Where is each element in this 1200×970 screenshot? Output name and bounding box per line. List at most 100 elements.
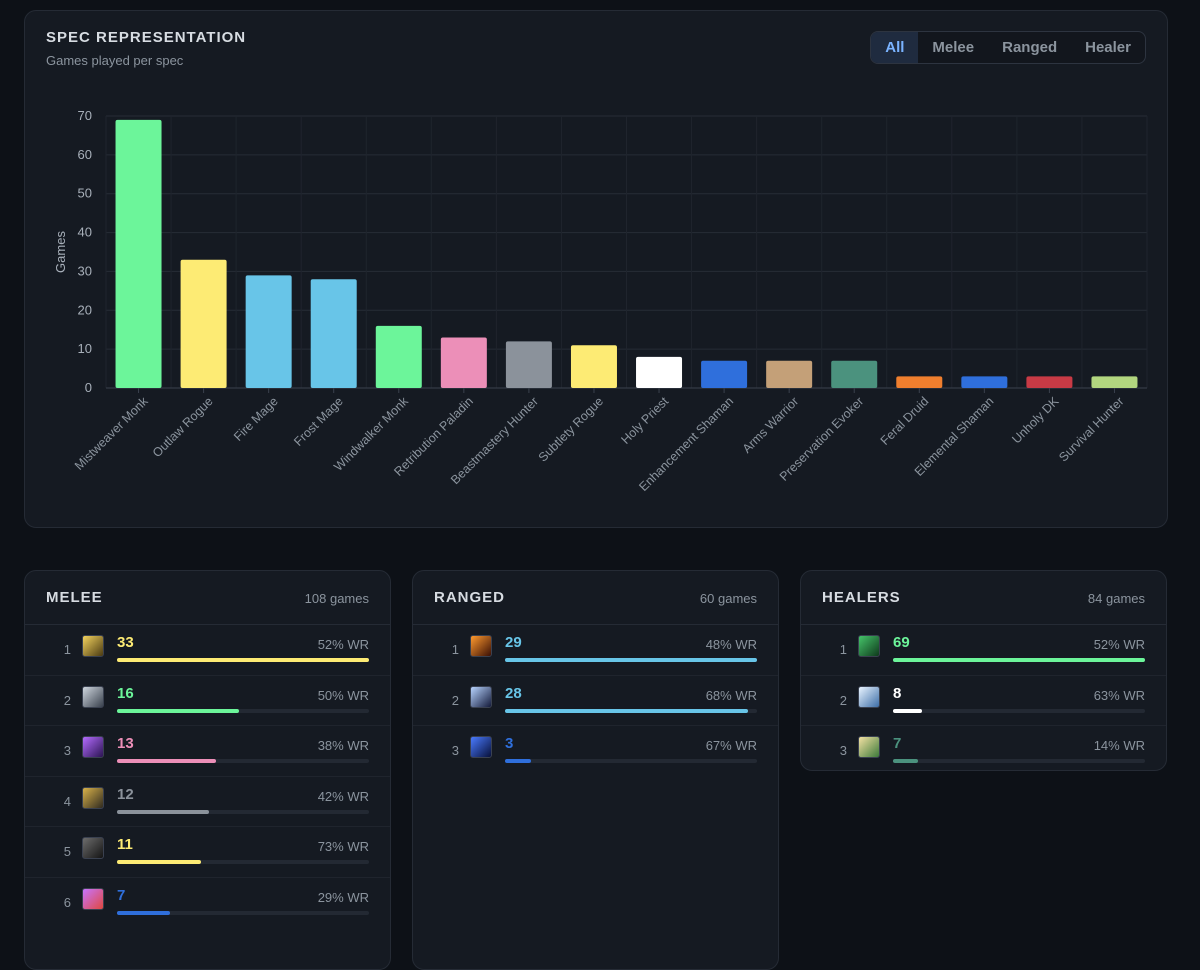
games-value: 13 [117,735,134,752]
ranged-games-count: 60 games [699,591,757,606]
spec-row[interactable]: 5 11 73% WR [25,827,390,878]
win-rate: 50% WR [317,687,369,703]
filter-healer-button[interactable]: Healer [1085,39,1131,56]
games-bar-track [117,708,369,713]
melee-games-count: 108 games [304,591,369,606]
elemental-shaman-icon [470,736,492,758]
y-tick-label: 70 [78,108,92,123]
games-value: 16 [117,684,134,702]
games-value: 3 [505,735,514,752]
bar-preservation-evoker [831,360,878,388]
spec-row[interactable]: 1 33 52% WR [25,625,390,676]
rank-number: 4 [63,793,71,809]
spec-row[interactable]: 1 29 48% WR [413,625,778,676]
retribution-paladin-icon [82,736,104,758]
rank-number: 1 [839,642,847,657]
bar-frost-mage [310,279,357,388]
x-tick-label: Frost Mage [291,394,346,449]
games-bar-fill [117,860,201,864]
y-tick-label: 0 [85,380,92,395]
beastmastery-hunter-icon [82,786,104,809]
bar-enhancement-shaman [701,360,748,388]
games-bar-track [117,658,369,662]
windwalker-monk-icon [82,685,104,708]
win-rate: 29% WR [317,889,369,905]
spec-row[interactable]: 3 13 38% WR [25,726,390,777]
spec-card-title: SPEC REPRESENTATION [46,29,247,46]
mistweaver-monk-icon [858,635,880,657]
spec-bar-chart: 0 10 20 30 40 50 60 70 Mistweaver Monk Outlaw Rog… [53,108,1148,494]
ranged-spec-list: 1 29 48% WR 2 28 68% WR 3 3 67% WR [413,625,778,776]
spec-row[interactable]: 6 7 29% WR [25,878,390,928]
games-bar-fill [117,759,217,763]
melee-card-title: MELEE [46,589,103,606]
spec-row[interactable]: 2 8 63% WR [801,676,1166,726]
games-bar-fill [117,708,240,713]
games-value: 7 [893,735,902,752]
spec-representation-card: SPEC REPRESENTATION Games played per spe… [24,10,1168,528]
games-bar-fill [505,759,531,763]
melee-spec-list: 1 33 52% WR 2 16 50% WR 3 13 38% WR 4 12 42% WR 5 11 7… [25,625,390,927]
games-value: 12 [117,785,134,803]
rank-number: 5 [63,844,71,859]
melee-card: MELEE 108 games 1 33 52% WR 2 16 50% WR 3 13 38%… [24,570,391,970]
y-tick-label: 10 [78,341,92,356]
spec-row[interactable]: 1 69 52% WR [801,625,1166,676]
fire-mage-icon [470,635,492,657]
bar-retribution-paladin [440,337,487,388]
rank-number: 2 [839,692,847,708]
rank-number: 3 [451,743,459,758]
games-bar-fill [505,708,749,713]
rank-number: 3 [63,743,71,758]
rank-number: 2 [63,692,71,708]
x-tick-label: Feral Druid [878,394,932,448]
bar-outlaw-rogue [180,259,227,388]
games-value: 28 [505,684,522,702]
bar-windwalker-monk [375,325,422,388]
win-rate: 67% WR [705,738,757,753]
games-bar-fill [893,708,923,713]
x-tick-label: Arms Warrior [740,394,802,456]
x-tick-label: Mistweaver Monk [72,394,151,473]
divider [801,624,1166,625]
spec-row[interactable]: 2 16 50% WR [25,676,390,726]
x-tick-label: Holy Priest [619,394,672,447]
games-value: 69 [893,634,910,651]
rank-number: 6 [63,894,71,910]
x-tick-label: Subtlety Rogue [536,394,606,464]
games-value: 11 [117,836,133,853]
games-value: 33 [117,634,134,651]
rank-number: 1 [451,642,459,657]
win-rate: 68% WR [705,687,757,703]
frost-mage-icon [470,685,492,708]
win-rate: 42% WR [317,788,369,804]
y-tick-label: 20 [78,302,92,317]
games-bar-track [117,809,369,814]
games-bar-fill [893,658,1145,662]
games-bar-fill [893,759,919,763]
ranged-card-title: RANGED [434,589,506,606]
win-rate: 73% WR [317,839,369,854]
spec-row[interactable]: 3 7 14% WR [801,726,1166,776]
spec-row[interactable]: 2 28 68% WR [413,676,778,726]
games-bar-fill [117,658,369,662]
win-rate: 48% WR [705,637,757,652]
healers-card: HEALERS 84 games 1 69 52% WR 2 8 63% WR 3 7 14% … [800,570,1167,771]
healers-spec-list: 1 69 52% WR 2 8 63% WR 3 7 14% WR [801,625,1166,776]
y-tick-label: 40 [78,225,92,240]
bar-survival-hunter [1091,376,1138,388]
bar-unholy-dk [1026,376,1073,388]
filter-melee-button[interactable]: Melee [932,39,975,56]
x-tick-label: Fire Mage [231,394,281,444]
filter-ranged-button[interactable]: Ranged [1002,39,1058,56]
spec-row[interactable]: 3 3 67% WR [413,726,778,776]
win-rate: 52% WR [317,637,369,652]
games-value: 7 [117,886,126,904]
x-tick-label: Survival Hunter [1056,394,1126,464]
spec-row[interactable]: 4 12 42% WR [25,777,390,827]
subtlety-rogue-icon [82,837,104,859]
filter-all-button[interactable]: All [871,32,919,63]
rank-number: 2 [451,692,459,708]
rank-number: 3 [839,743,847,758]
divider [25,624,390,625]
